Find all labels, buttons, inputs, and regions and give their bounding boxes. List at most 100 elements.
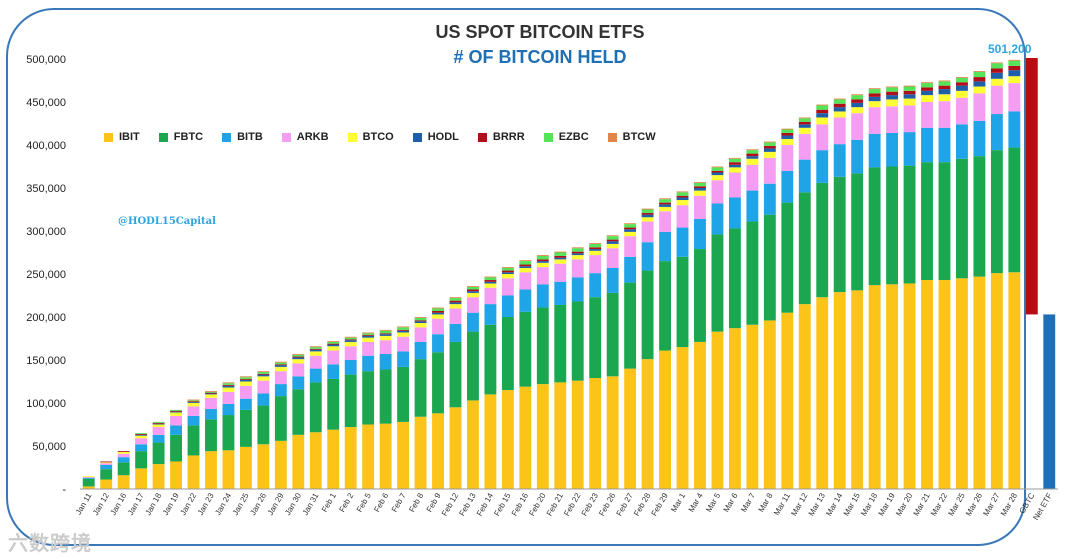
bar-segment-fbtc (798, 192, 811, 305)
bar-segment-ibit (763, 320, 776, 489)
bar-segment-brrr (903, 90, 916, 95)
bar-segment-fbtc (1008, 147, 1021, 273)
bar-segment-arkb (519, 272, 532, 290)
bar-segment-brrr (589, 247, 602, 250)
y-tick-label: 400,000 (26, 140, 66, 152)
bar-segment-btco (886, 99, 899, 107)
legend-label: BITB (237, 131, 263, 143)
y-tick-label: 500,000 (26, 54, 66, 66)
bar-segment-bitb (571, 277, 584, 302)
bar-segment-fbtc (641, 270, 654, 360)
bar-segment-hodl (624, 229, 637, 232)
legend-label: EZBC (558, 131, 589, 143)
bar-segment-fbtc (606, 292, 619, 377)
bar-segment-hodl (536, 261, 549, 263)
bar-segment-btco (135, 435, 148, 439)
bar-segment-ibit (379, 423, 392, 489)
bar-segment-brrr (851, 99, 864, 103)
bar-segment-btcw (851, 94, 864, 96)
bar-segment-bitb (676, 227, 689, 257)
bar-segment-fbtc (956, 158, 968, 279)
legend-item: BITB (222, 131, 263, 143)
bar-segment-fbtc (484, 324, 497, 395)
bar-segment-arkb (624, 236, 637, 257)
bar-segment-arkb (257, 380, 270, 394)
bar-segment-bitb (903, 132, 916, 166)
chart-title: US SPOT BITCOIN ETFS (435, 22, 645, 42)
x-tick-label: Mar 5 (704, 491, 722, 514)
bar-segment-ibit (903, 283, 916, 489)
bar-segment-brrr (676, 195, 689, 198)
bar-segment-hodl (501, 272, 514, 274)
x-tick-label: Feb 5 (355, 491, 373, 514)
bar-segment-btco (152, 424, 165, 428)
bar-segment-brrr (379, 333, 392, 335)
bar-segment-ezbc (519, 261, 532, 265)
bar-segment-brrr (222, 384, 235, 386)
bar-segment-brrr (135, 433, 148, 435)
bar-segment-bitb (851, 139, 864, 174)
bar-segment-fbtc (833, 176, 846, 293)
x-tick-label: Mar 7 (739, 491, 757, 514)
bar-segment-brrr (886, 91, 899, 96)
bar-segment-btcw (309, 346, 322, 348)
bar-segment-hodl (641, 214, 654, 218)
bar-segment-btcw (222, 382, 235, 384)
bar-segment-bitb (659, 231, 671, 262)
bar-segment-btcw (781, 128, 794, 130)
bar-segment-ezbc (851, 95, 864, 100)
bar-segment-hodl (432, 312, 444, 315)
bar-segment-brrr (571, 251, 584, 254)
bar-segment-bitb (868, 133, 881, 168)
bar-segment-ibit (187, 455, 200, 489)
bar-segment-bitb (135, 444, 148, 452)
bar-segment-brrr (868, 93, 881, 97)
bar-segment-ezbc (694, 182, 706, 187)
bar-segment-brrr (117, 451, 130, 453)
bar-segment-btco (851, 107, 864, 114)
bar-segment-fbtc (781, 202, 794, 313)
bar-segment-btco (467, 292, 479, 298)
bar-segment-ezbc (973, 71, 986, 78)
bar-segment-brrr (414, 320, 427, 322)
bar-segment-hodl (379, 334, 392, 336)
bar-segment-ezbc (205, 391, 217, 393)
bar-segment-ezbc (327, 341, 340, 344)
bar-segment-fbtc (973, 156, 986, 277)
bar-segment-bitb (554, 281, 567, 305)
bar-segment-hodl (292, 357, 305, 360)
bar-segment-btcw (379, 329, 392, 331)
bar-segment-ibit (519, 386, 532, 489)
x-tick-label: Mar 1 (669, 491, 687, 514)
bar-segment-bitb (292, 376, 305, 390)
bar-segment-ibit (327, 429, 340, 489)
bar-net-etf (1043, 314, 1056, 489)
legend-item: BRRR (477, 131, 525, 143)
bar-segment-hodl (554, 257, 567, 260)
bar-segment-btcw (763, 141, 776, 143)
total-label: 501,200 (988, 42, 1032, 56)
bar-segment-brrr (606, 239, 619, 242)
y-tick-label: 100,000 (26, 398, 66, 410)
bar-segment-hodl (990, 72, 1003, 79)
bar-segment-arkb (833, 117, 846, 145)
bar-segment-ezbc (379, 330, 392, 334)
bar-segment-bitb (117, 457, 130, 463)
bar-segment-ibit (239, 446, 252, 489)
bar-segment-brrr (659, 202, 671, 205)
bar-segment-ezbc (606, 236, 619, 240)
x-tick-label: Feb 7 (390, 491, 408, 514)
bar-segment-ibit (624, 368, 637, 489)
bar-segment-ezbc (501, 267, 514, 271)
bar-segment-arkb (781, 145, 794, 171)
bar-segment-arkb (728, 172, 741, 198)
bar-segment-hodl (344, 340, 357, 342)
bar-segment-fbtc (816, 182, 829, 298)
bar-segment-ezbc (728, 158, 741, 163)
bar-segment-bitb (82, 477, 95, 479)
bar-segment-hodl (973, 81, 986, 87)
bar-gbtc (1025, 57, 1038, 315)
bar-segment-ibit (397, 421, 410, 489)
bar-segment-ezbc (659, 199, 671, 203)
bar-segment-brrr (327, 343, 340, 345)
